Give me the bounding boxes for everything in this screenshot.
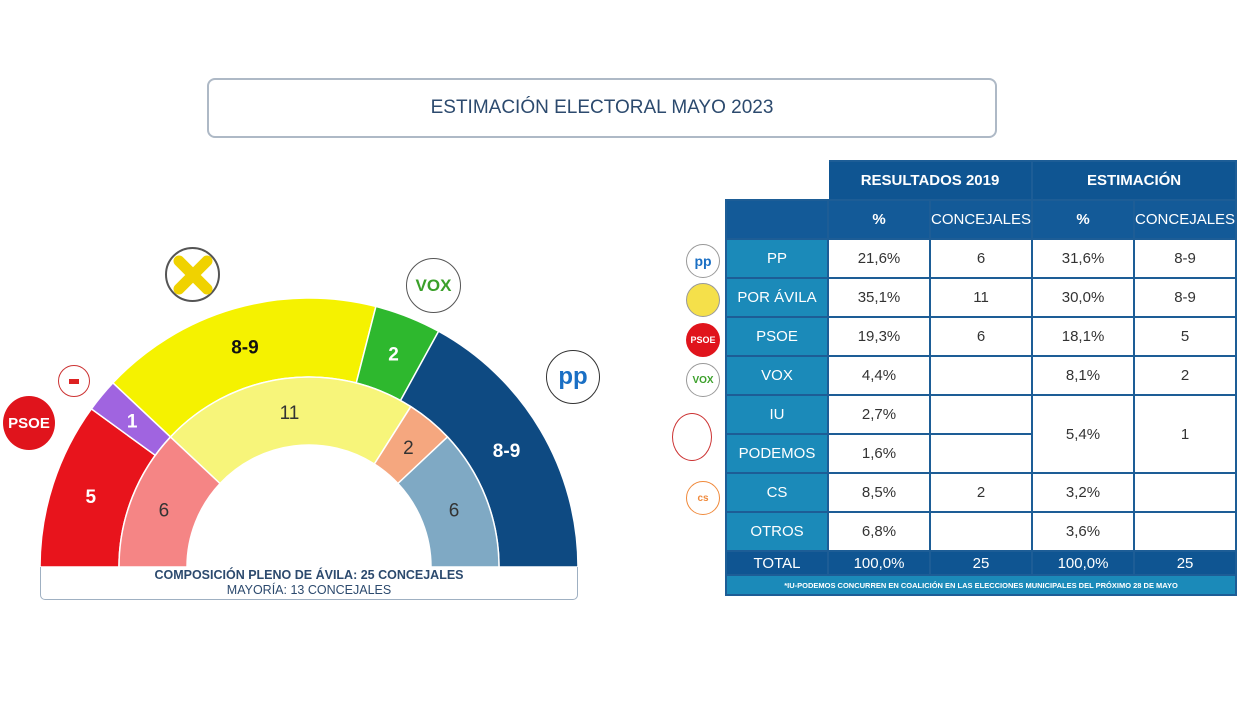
table-row: CS 8,5% 2 3,2% [725, 472, 1238, 513]
caption-line-2: MAYORÍA: 13 CONCEJALES [226, 583, 392, 597]
party-name: PP [725, 238, 829, 279]
cell: 6,8% [827, 511, 931, 552]
party-name: OTROS [725, 511, 829, 552]
hemicycle-label: 8-9 [231, 338, 258, 359]
cell: 100,0% [827, 550, 931, 576]
pp-logo-icon: pp [686, 244, 720, 278]
cell: 19,3% [827, 316, 931, 357]
cell [928, 355, 1034, 396]
cell [1133, 472, 1238, 513]
hemicycle-label: 8-9 [493, 441, 520, 462]
hemicycle-label: 1 [127, 412, 138, 433]
hemicycle-chart: 5 1 8-9 2 8-9 6 11 2 6 [39, 297, 579, 568]
cell [928, 433, 1034, 474]
table-row: POR ÁVILA 35,1% 11 30,0% 8-9 [725, 277, 1238, 318]
cell [928, 511, 1034, 552]
hemicycle-label: 6 [449, 501, 460, 522]
cell: 31,6% [1031, 238, 1136, 279]
cell: 21,6% [827, 238, 931, 279]
cell: 6 [928, 316, 1034, 357]
hemicycle-slice-inner-3 [396, 435, 500, 568]
party-name: IU [725, 394, 829, 435]
cell: 11 [928, 277, 1034, 318]
table-row: VOX 4,4% 8,1% 2 [725, 355, 1238, 396]
party-name: VOX [725, 355, 829, 396]
cell: 1 [1133, 394, 1238, 474]
cell: 1,6% [827, 433, 931, 474]
iu-podemos-logo-icon [672, 413, 712, 461]
sub-header: CONCEJALES [928, 199, 1034, 240]
cell: 2,7% [827, 394, 931, 435]
cs-logo-icon: cs [686, 481, 720, 515]
group-header-estimacion: ESTIMACIÓN [1031, 160, 1238, 201]
psoe-logo-icon: PSOE [686, 323, 720, 357]
footnote: *IU-PODEMOS CONCURREN EN COALICIÓN EN LA… [724, 574, 1238, 596]
party-name: CS [725, 472, 829, 513]
cell: 2 [1133, 355, 1238, 396]
table-row: PODEMOS 1,6% [725, 433, 1236, 474]
cell: 8,1% [1031, 355, 1136, 396]
party-name: PSOE [725, 316, 829, 357]
caption-line-1: COMPOSICIÓN PLENO DE ÁVILA: 25 CONCEJALE… [154, 568, 464, 582]
party-name: POR ÁVILA [725, 277, 829, 318]
cell: 3,2% [1031, 472, 1136, 513]
cell: 8,5% [827, 472, 931, 513]
table-row: PSOE 19,3% 6 18,1% 5 [725, 316, 1238, 357]
vox-logo-icon: VOX [406, 258, 461, 313]
corner-cell [725, 160, 829, 201]
cell: 25 [928, 550, 1034, 576]
cell: 25 [1133, 550, 1238, 576]
results-table: RESULTADOS 2019 ESTIMACIÓN % CONCEJALES … [724, 160, 1238, 596]
party-name: PODEMOS [725, 433, 829, 474]
cell: 5 [1133, 316, 1238, 357]
por-avila-logo-icon [686, 283, 720, 317]
cell: 8-9 [1133, 277, 1238, 318]
cell: 5,4% [1031, 394, 1136, 474]
pp-logo-icon: pp [546, 350, 600, 404]
cell: 18,1% [1031, 316, 1136, 357]
vox-logo-icon: VOX [686, 363, 720, 397]
por-avila-logo-icon [165, 247, 220, 302]
iu-podemos-logo-icon [58, 365, 90, 397]
page-title: ESTIMACIÓN ELECTORAL MAYO 2023 [207, 78, 997, 138]
sub-header: % [1031, 199, 1136, 240]
cell: 4,4% [827, 355, 931, 396]
cell: 8-9 [1133, 238, 1238, 279]
table-row: PP 21,6% 6 31,6% 8-9 [725, 238, 1238, 279]
cell: 2 [928, 472, 1034, 513]
sub-header-blank [725, 199, 829, 240]
cell [928, 394, 1034, 435]
psoe-logo-icon: PSOE [3, 396, 55, 450]
footnote-row: *IU-PODEMOS CONCURREN EN COALICIÓN EN LA… [724, 574, 1238, 596]
chart-caption: COMPOSICIÓN PLENO DE ÁVILA: 25 CONCEJALE… [40, 567, 578, 600]
cell: 6 [928, 238, 1034, 279]
cell: 3,6% [1031, 511, 1136, 552]
sub-header: % [827, 199, 931, 240]
group-header-2019: RESULTADOS 2019 [826, 160, 1034, 201]
cell: 30,0% [1031, 277, 1136, 318]
hemicycle-label: 6 [159, 501, 170, 522]
hemicycle-label: 2 [403, 438, 414, 459]
sub-header: CONCEJALES [1133, 199, 1238, 240]
table-row: IU 2,7% 5,4% 1 [725, 394, 1238, 474]
cell: 35,1% [827, 277, 931, 318]
total-label: TOTAL [725, 550, 829, 576]
table-row: OTROS 6,8% 3,6% [725, 511, 1238, 552]
hemicycle-label: 11 [280, 403, 300, 424]
cell: 100,0% [1031, 550, 1136, 576]
cell [1133, 511, 1238, 552]
total-row: TOTAL 100,0% 25 100,0% 25 [725, 550, 1238, 576]
hemicycle-label: 2 [388, 345, 399, 366]
hemicycle-label: 5 [85, 487, 96, 508]
